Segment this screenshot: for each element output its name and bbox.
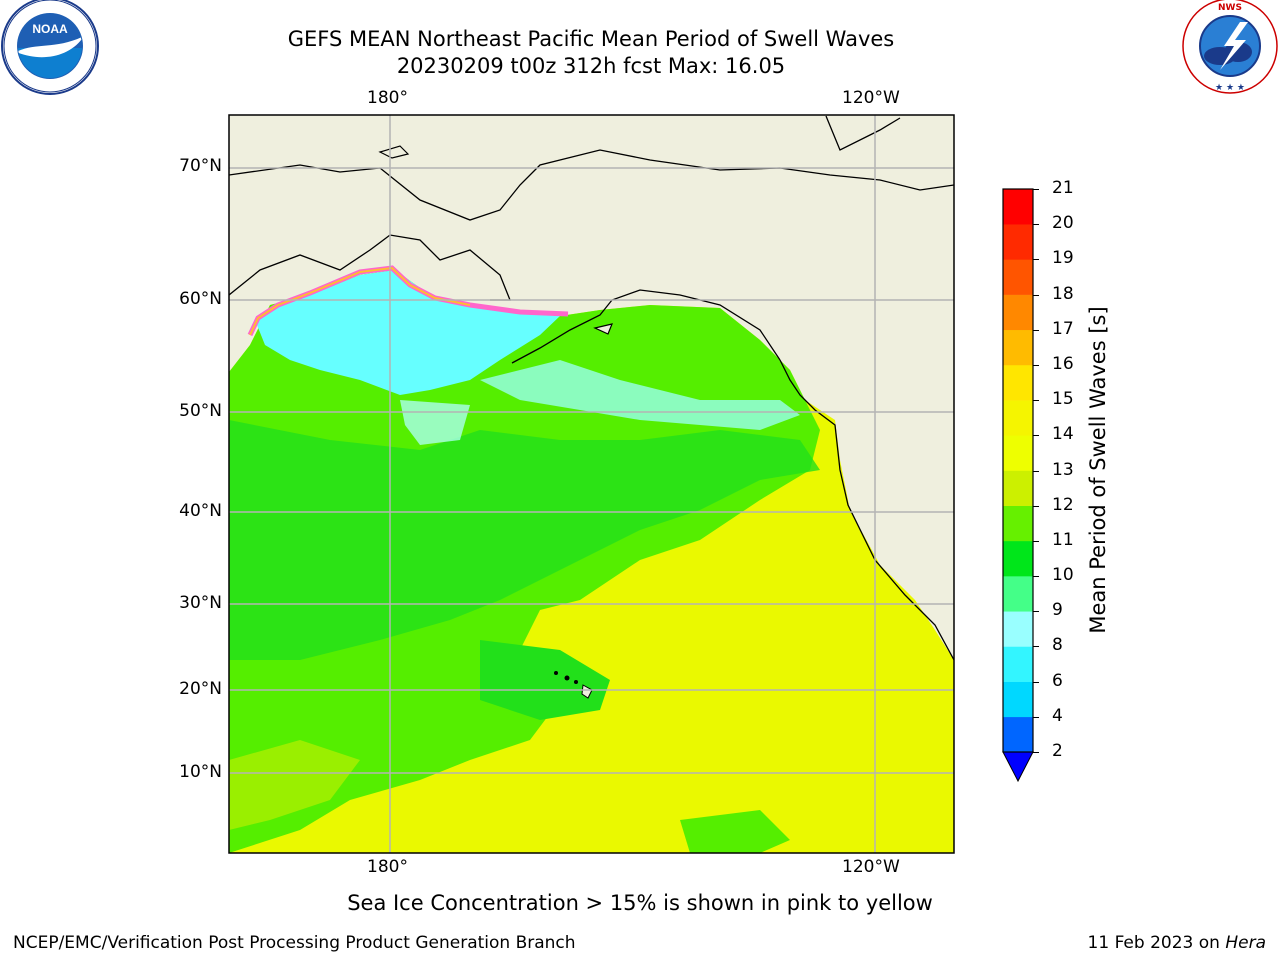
colorbar-tick-mark	[1033, 400, 1039, 402]
southwest-yellowgreen	[229, 740, 360, 830]
colorbar-segment	[1003, 611, 1033, 647]
alaska-coast-upper	[825, 115, 901, 151]
bright-green-band	[229, 420, 820, 660]
colorbar-tick-mark	[1033, 540, 1039, 542]
colorbar-segment	[1003, 716, 1033, 753]
sea-ice-note: Sea Ice Concentration > 15% is shown in …	[347, 891, 933, 915]
colorbar-tick-mark	[1033, 611, 1039, 613]
colorbar-tick-label: 11	[1052, 529, 1074, 550]
graticule	[229, 115, 954, 853]
alaska-peninsula-coast	[511, 289, 781, 364]
colorbar-tick-label: 17	[1052, 318, 1074, 339]
south-green-patch	[680, 810, 790, 853]
lon-label-top-120w: 120°W	[842, 88, 900, 108]
noaa-logo-text: NOAA	[32, 22, 68, 36]
credit-text: NCEP/EMC/Verification Post Processing Pr…	[13, 933, 576, 953]
colorbar-extend-arrow	[1002, 751, 1034, 783]
colorbar-tick-mark	[1033, 435, 1039, 437]
colorbar-tick-label: 6	[1052, 670, 1063, 691]
lat-label-50n: 50°N	[179, 401, 222, 421]
colorbar-tick-label: 16	[1052, 353, 1074, 374]
colorbar-tick-label: 21	[1052, 178, 1074, 198]
colorbar-tick-label: 18	[1052, 283, 1074, 304]
svg-text:★ ★ ★: ★ ★ ★	[1215, 83, 1245, 93]
arctic-coast	[229, 149, 954, 221]
colorbar-segment	[1003, 400, 1033, 436]
map-area	[229, 115, 954, 853]
lat-label-60n: 60°N	[179, 289, 222, 309]
nws-logo: NWS ★ ★ ★	[1182, 0, 1278, 94]
colorbar-segment	[1003, 505, 1033, 542]
north-america-coast	[779, 359, 954, 661]
colorbar-segment	[1003, 470, 1033, 506]
colorbar-tick-label: 10	[1052, 565, 1074, 586]
colorbar-tick-mark	[1033, 224, 1039, 226]
colorbar-segment	[1003, 224, 1033, 260]
colorbar-tick-label: 14	[1052, 424, 1074, 445]
colorbar-tick-label: 15	[1052, 389, 1074, 410]
date-stamp: 11 Feb 2023 on Hera	[1088, 933, 1266, 953]
colorbar-tick-mark	[1033, 716, 1039, 718]
colorbar-segment	[1003, 189, 1033, 225]
colorbar-segment	[1003, 294, 1033, 331]
lon-label-bottom-120w: 120°W	[842, 857, 900, 877]
colorbar-tick-mark	[1033, 329, 1039, 331]
lat-label-30n: 30°N	[179, 593, 222, 613]
date-text: 11 Feb 2023 on	[1087, 933, 1226, 953]
map-subtitle: 20230209 t00z 312h fcst Max: 16.05	[396, 54, 786, 78]
colorbar-tick-label: 4	[1052, 705, 1063, 726]
svg-text:NWS: NWS	[1218, 3, 1242, 13]
noaa-logo: NOAA	[1, 0, 99, 95]
lat-label-40n: 40°N	[179, 501, 222, 521]
kodiak-island	[593, 323, 613, 335]
host-name: Hera	[1225, 933, 1266, 953]
colorbar-segment	[1003, 681, 1033, 718]
colorbar-label: Mean Period of Swell Waves [s]	[1086, 306, 1110, 634]
colorbar-tick-mark	[1033, 189, 1039, 190]
colorbar-tick-label: 19	[1052, 248, 1074, 269]
colorbar-segment	[1003, 259, 1033, 295]
bering-coast	[229, 234, 511, 301]
map-title: GEFS MEAN Northeast Pacific Mean Period …	[287, 27, 895, 51]
colorbar-tick-mark	[1033, 752, 1039, 753]
colorbar-tick-mark	[1033, 646, 1039, 648]
colorbar-tick-label: 9	[1052, 600, 1063, 621]
colorbar-segment	[1003, 576, 1033, 612]
colorbar-tick-mark	[1033, 576, 1039, 578]
st-lawrence-island	[378, 145, 410, 159]
colorbar-segment	[1003, 329, 1033, 366]
colorbar-tick-label: 8	[1052, 635, 1063, 656]
colorbar-segment	[1003, 646, 1033, 682]
cyan-zone	[255, 270, 560, 395]
colorbar-tick-mark	[1033, 470, 1039, 472]
lon-label-bottom-180: 180°	[367, 857, 408, 877]
colorbar-tick-mark	[1033, 505, 1039, 507]
colorbar-tick-mark	[1033, 681, 1039, 683]
lon-label-top-180: 180°	[367, 88, 408, 108]
colorbar	[1002, 188, 1034, 783]
map-frame	[228, 114, 955, 854]
colorbar-segment	[1003, 435, 1033, 471]
colorbar-tick-mark	[1033, 364, 1039, 366]
lat-label-20n: 20°N	[179, 679, 222, 699]
lat-label-70n: 70°N	[179, 156, 222, 176]
lat-label-10n: 10°N	[179, 762, 222, 782]
colorbar-tick-label: 20	[1052, 213, 1074, 234]
hawaii-green-patch	[480, 640, 610, 720]
colorbar-tick-mark	[1033, 294, 1039, 296]
colorbar-tick-label: 2	[1052, 741, 1063, 761]
colorbar-tick-label: 13	[1052, 459, 1074, 480]
colorbar-segment	[1003, 540, 1033, 577]
colorbar-tick-label: 12	[1052, 494, 1074, 515]
colorbar-tick-mark	[1033, 259, 1039, 261]
colorbar-segment	[1003, 364, 1033, 401]
hawaiian-islands	[554, 671, 593, 699]
